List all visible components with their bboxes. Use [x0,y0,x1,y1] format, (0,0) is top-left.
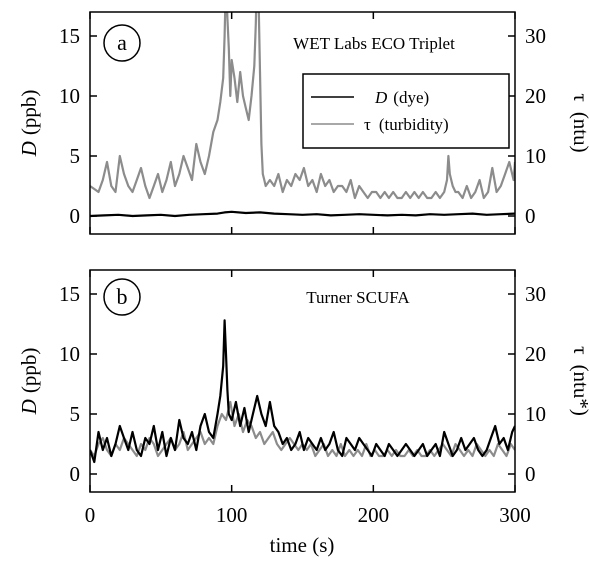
panel-title-a: WET Labs ECO Triplet [293,34,455,53]
ylabel-right-b-var: τ [569,346,590,354]
y-left-tick-label-b: 10 [59,342,80,366]
panel-title-b: Turner SCUFA [306,288,410,307]
y-left-tick-label-a: 5 [70,144,81,168]
ylabel-right-b-unit: (ntu*) [569,365,590,416]
panel-label-circle-b [103,278,141,316]
x-tick-labels: 0 100 200 300 [85,503,531,527]
x-axis-title: time (s) [270,533,335,557]
legend-turb-var: τ [364,115,371,134]
y-left-tick-label-a: 10 [59,84,80,108]
x-tick-label: 0 [85,503,96,527]
y-right-tick-label-a: 30 [525,24,546,48]
ticks-b: 0 5 10 15 0 10 20 30 [59,270,546,492]
y-right-tick-label-a: 20 [525,84,546,108]
series-turbidity-line-a [90,12,515,200]
legend-dye-var: D [374,88,388,107]
ylabel-right-a: τ (ntu) [569,93,590,152]
x-tick-label: 200 [358,503,390,527]
ylabel-left-a-unit: (ppb) [17,90,41,136]
axes-frame-b [89,269,516,493]
plot-area-b [90,319,515,464]
ylabel-right-a-var: τ [569,93,590,101]
panel-label-b: b [117,284,128,309]
panel-a: 0 5 10 15 0 10 20 30 a WET Labs ECO Triplet D (d… [17,11,590,235]
panel-label-a: a [117,30,127,55]
y-right-tick-label-b: 10 [525,402,546,426]
legend: D (dye) τ (turbidity) [302,73,510,149]
x-tick-label: 300 [499,503,531,527]
y-left-tick-label-b: 15 [59,282,80,306]
legend-dye-rest: (dye) [393,88,429,107]
axes-frame-a [89,11,516,235]
y-right-tick-label-b: 0 [525,462,536,486]
legend-dye-label: D (dye) [374,88,429,107]
ylabel-left-a: D (ppb) [17,90,41,158]
x-tick-label: 100 [216,503,248,527]
series-dye-line-b [90,319,515,464]
y-right-tick-label-a: 0 [525,204,536,228]
plot-area-a [90,12,515,218]
ylabel-left-a-var: D [17,141,41,157]
y-right-tick-label-b: 20 [525,342,546,366]
y-right-tick-label-a: 10 [525,144,546,168]
ylabel-left-b: D (ppb) [17,348,41,416]
y-left-tick-label-a: 0 [70,204,81,228]
ticks-a: 0 5 10 15 0 10 20 30 [59,12,546,234]
y-right-tick-label-b: 30 [525,282,546,306]
legend-box [302,73,510,149]
ylabel-left-b-unit: (ppb) [17,348,41,394]
ylabel-left-b-var: D [17,399,41,415]
ylabel-right-b: τ (ntu*) [569,346,590,416]
y-left-tick-label-b: 0 [70,462,81,486]
y-left-tick-label-b: 5 [70,402,81,426]
panel-label-circle-a [103,24,141,62]
ylabel-right-a-unit: (ntu) [569,112,590,153]
panel-b: 0 5 10 15 0 10 20 30 b Turner SCUFA D (ppb) τ (nt… [17,269,590,493]
legend-turbidity-label: τ (turbidity) [364,115,449,134]
y-left-tick-label-a: 15 [59,24,80,48]
legend-turb-rest: (turbidity) [379,115,449,134]
series-dye-line-a [90,210,515,218]
